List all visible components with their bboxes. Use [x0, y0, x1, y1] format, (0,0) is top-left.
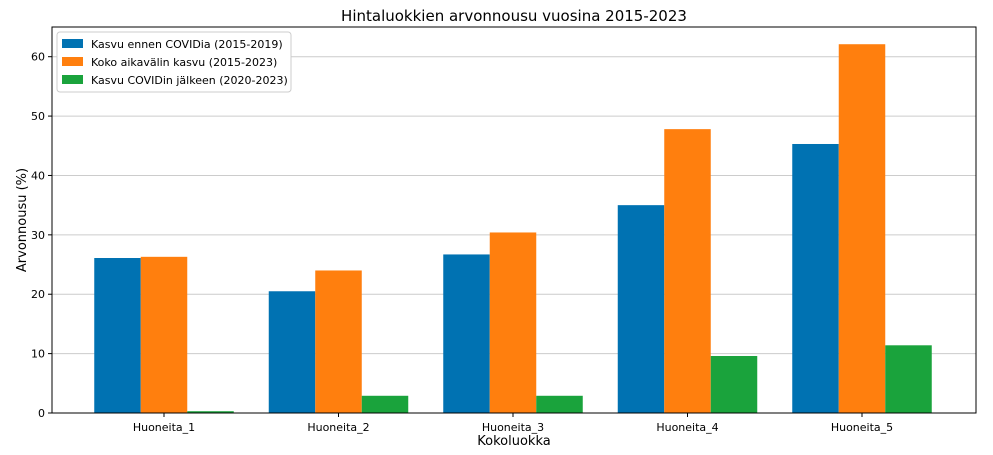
bar-2-huoneita-1 — [140, 256, 188, 413]
bar-1-huoneita-1 — [94, 258, 141, 413]
y-axis-label: Arvonnousu (%) — [15, 168, 30, 272]
bar-1-huoneita-3 — [443, 254, 490, 413]
bar-2-huoneita-5 — [838, 44, 886, 414]
y-tick-label: 40 — [31, 169, 45, 182]
y-tick-label: 10 — [31, 348, 45, 361]
bars — [94, 44, 932, 414]
y-tick-label: 60 — [31, 51, 45, 64]
chart-title: Hintaluokkien arvonnousu vuosina 2015-20… — [341, 7, 687, 25]
legend-entry-label: Kasvu ennen COVIDia (2015-2019) — [91, 38, 283, 51]
legend-entry-label: Kasvu COVIDin jälkeen (2020-2023) — [91, 74, 288, 87]
legend-entry-label: Koko aikavälin kasvu (2015-2023) — [91, 56, 277, 69]
bar-2-huoneita-2 — [315, 270, 362, 413]
bar-2-huoneita-3 — [489, 232, 537, 413]
x-axis-ticks: Huoneita_1 Huoneita_2 Huoneita_3 Huoneita_4… — [133, 413, 893, 434]
bar-3-huoneita-2 — [361, 395, 409, 413]
bar-3-huoneita-3 — [536, 395, 583, 413]
y-tick-label: 30 — [31, 229, 45, 242]
y-tick-label: 0 — [38, 407, 45, 420]
legend-frame — [56, 31, 292, 93]
legend-swatch — [62, 75, 83, 84]
bar-3-huoneita-1 — [187, 411, 234, 413]
y-tick-label: 50 — [31, 110, 45, 123]
legend-swatch — [62, 39, 83, 48]
bar-3-huoneita-4 — [710, 355, 758, 413]
x-tick-label: Huoneita_3 — [482, 421, 544, 434]
x-tick-label: Huoneita_4 — [656, 421, 718, 434]
x-tick-label: Huoneita_5 — [831, 421, 893, 434]
x-tick-label: Huoneita_1 — [133, 421, 195, 434]
bar-1-huoneita-2 — [268, 291, 316, 413]
x-tick-label: Huoneita_2 — [307, 421, 369, 434]
x-axis-label: Kokoluokka — [477, 434, 550, 449]
plot-frame — [51, 26, 977, 414]
y-tick-label: 20 — [31, 288, 45, 301]
bar-3-huoneita-5 — [885, 345, 932, 413]
bar-1-huoneita-5 — [792, 143, 839, 414]
bar-1-huoneita-4 — [617, 205, 665, 413]
legend-swatch — [62, 57, 83, 66]
bar-2-huoneita-4 — [664, 129, 711, 413]
y-axis-ticks: 0 10 20 30 40 50 60 — [31, 51, 52, 420]
legend: Kasvu ennen COVIDia (2015-2019) Koko aika… — [56, 31, 292, 93]
